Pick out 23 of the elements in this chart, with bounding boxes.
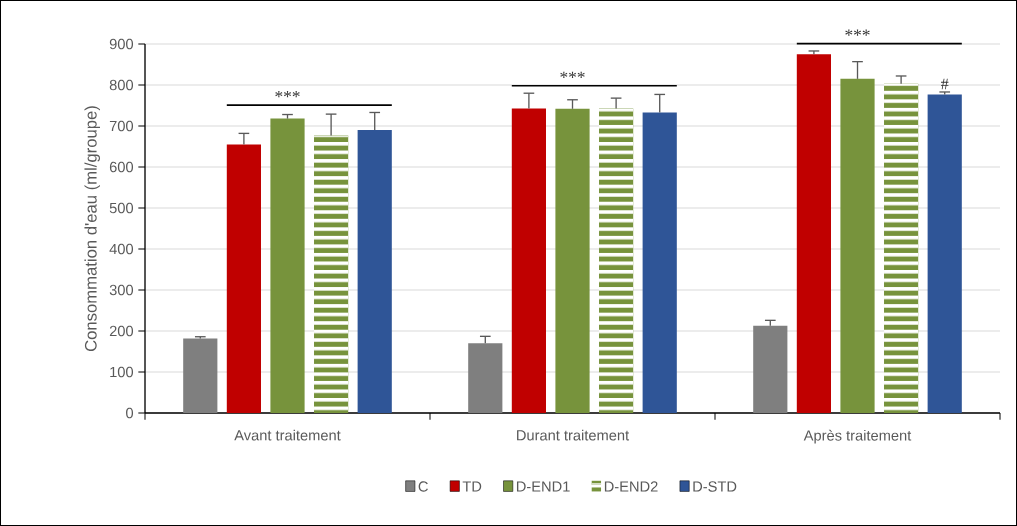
y-tick-label: 600	[109, 161, 134, 173]
y-axis-title: Consommation d'eau (ml/groupe)	[84, 106, 100, 352]
y-tick-label: 500	[109, 202, 134, 214]
annotation: ***	[560, 71, 585, 78]
legend-label: D-STD	[693, 481, 737, 492]
annotation: #	[941, 78, 949, 90]
y-tick-label: 0	[126, 407, 134, 419]
text: ***	[845, 29, 870, 36]
x-tick-label: Après traitement	[803, 429, 912, 444]
y-tick-label: 800	[109, 79, 134, 91]
y-tick-label: 700	[109, 120, 134, 132]
legend-label: TD	[462, 481, 482, 492]
legend-label: D-END1	[516, 481, 570, 492]
y-tick-label: 400	[109, 243, 134, 255]
x-tick-label: Durant traitement	[517, 429, 630, 441]
legend-label: C	[418, 481, 428, 492]
legend-label: D-END2	[604, 481, 658, 492]
annotation: ***	[275, 90, 300, 98]
y-tick-label: 100	[110, 366, 134, 378]
y-tick-label: 900	[109, 38, 134, 50]
y-tick-label: 200	[109, 325, 134, 337]
y-tick-label: 300	[109, 284, 134, 296]
x-tick-label: Avant traitement	[234, 429, 341, 441]
